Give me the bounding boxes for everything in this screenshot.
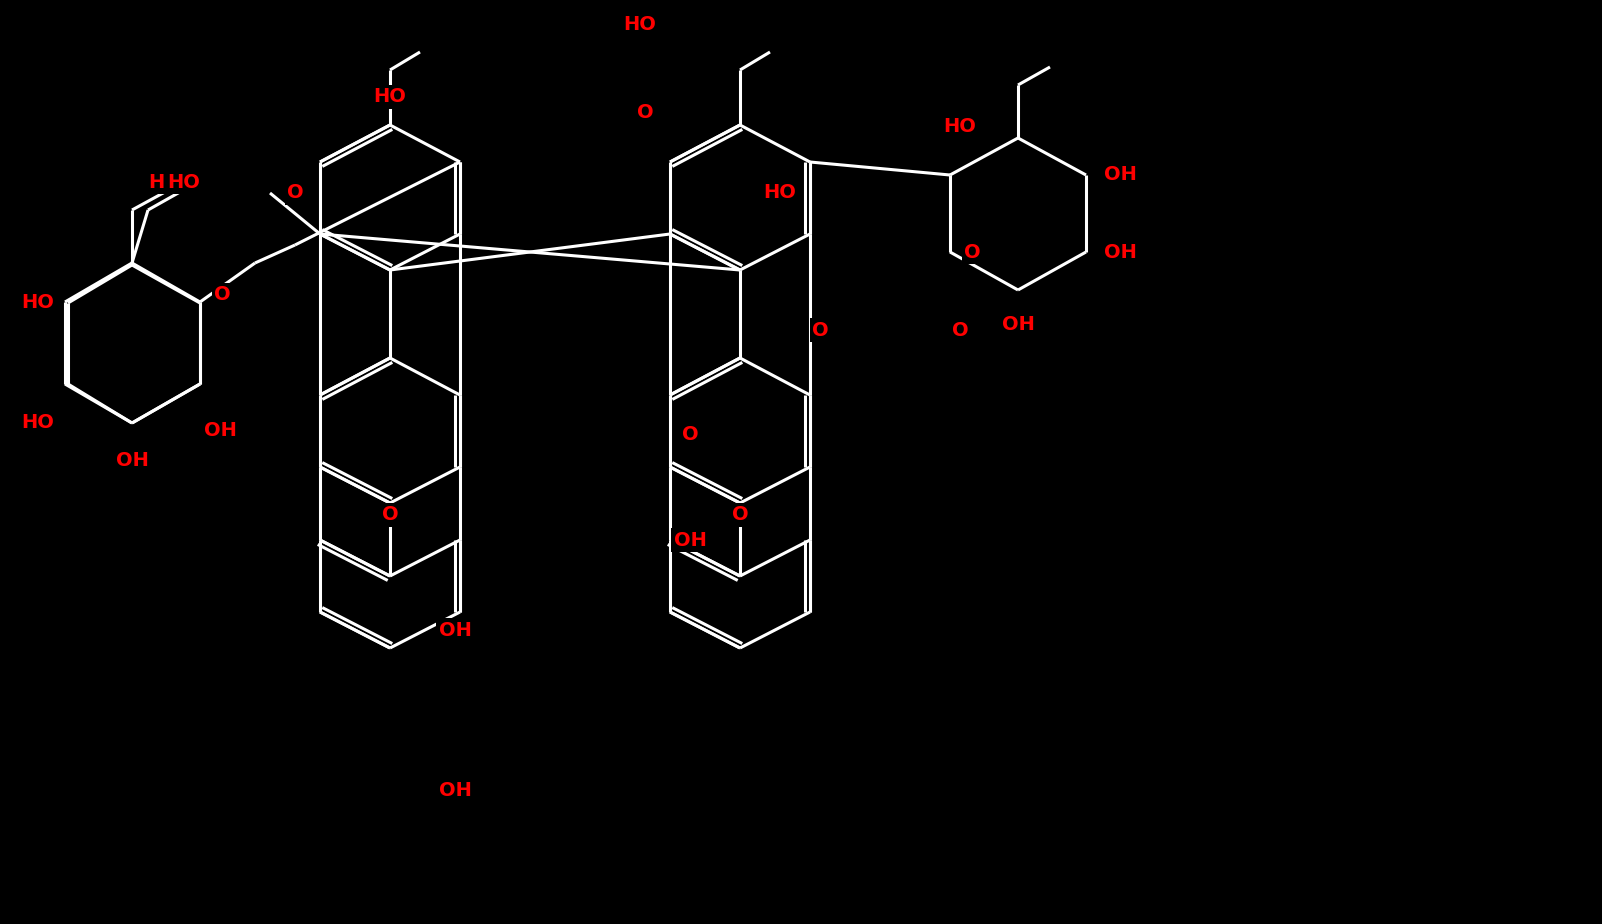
Text: O: O [287, 184, 303, 202]
Text: HO: HO [623, 16, 657, 34]
Text: OH: OH [1001, 315, 1035, 334]
Text: OH: OH [439, 621, 471, 639]
Text: O: O [381, 505, 399, 525]
Text: HO: HO [167, 173, 200, 191]
Text: HO: HO [944, 117, 977, 137]
Text: OH: OH [1104, 165, 1136, 185]
Text: HO: HO [21, 414, 54, 432]
Text: OH: OH [203, 420, 237, 440]
Text: O: O [636, 103, 654, 121]
Text: O: O [812, 321, 828, 339]
Text: OH: OH [115, 451, 149, 469]
Text: O: O [682, 425, 698, 444]
Text: OH: OH [673, 530, 706, 550]
Text: OH: OH [439, 781, 471, 799]
Text: OH: OH [1104, 242, 1136, 261]
Text: HO: HO [149, 173, 181, 191]
Text: O: O [732, 505, 748, 525]
Text: O: O [952, 321, 968, 339]
Text: O: O [964, 242, 980, 261]
Text: HO: HO [764, 184, 796, 202]
Text: HO: HO [373, 88, 407, 106]
Text: O: O [213, 286, 231, 305]
Text: HO: HO [21, 293, 54, 311]
